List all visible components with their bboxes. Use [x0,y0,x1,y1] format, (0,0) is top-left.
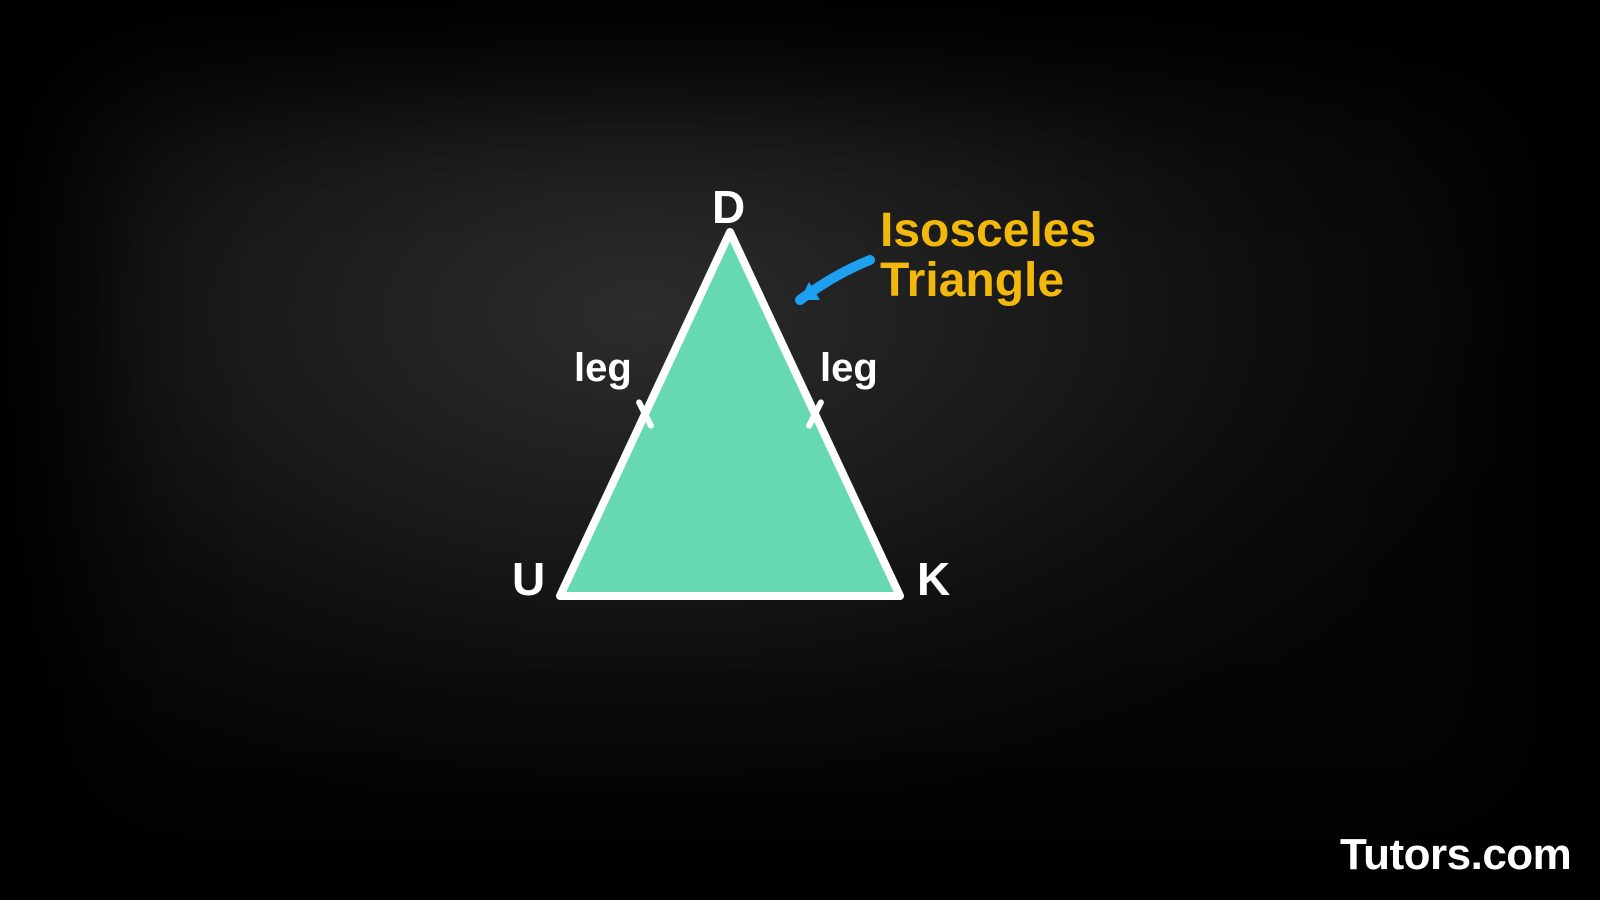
vertex-label-k: K [917,556,950,602]
callout-title: Isosceles Triangle [880,206,1096,307]
vertex-label-d: D [712,184,745,230]
brand-label: Tutors.com [1340,830,1571,880]
callout-line2: Triangle [880,256,1096,306]
leg-label-right: leg [820,348,878,388]
leg-label-left: leg [574,348,632,388]
callout-line1: Isosceles [880,206,1096,256]
isosceles-triangle [560,232,900,596]
vertex-label-u: U [512,556,545,602]
triangle-diagram [0,0,1600,900]
